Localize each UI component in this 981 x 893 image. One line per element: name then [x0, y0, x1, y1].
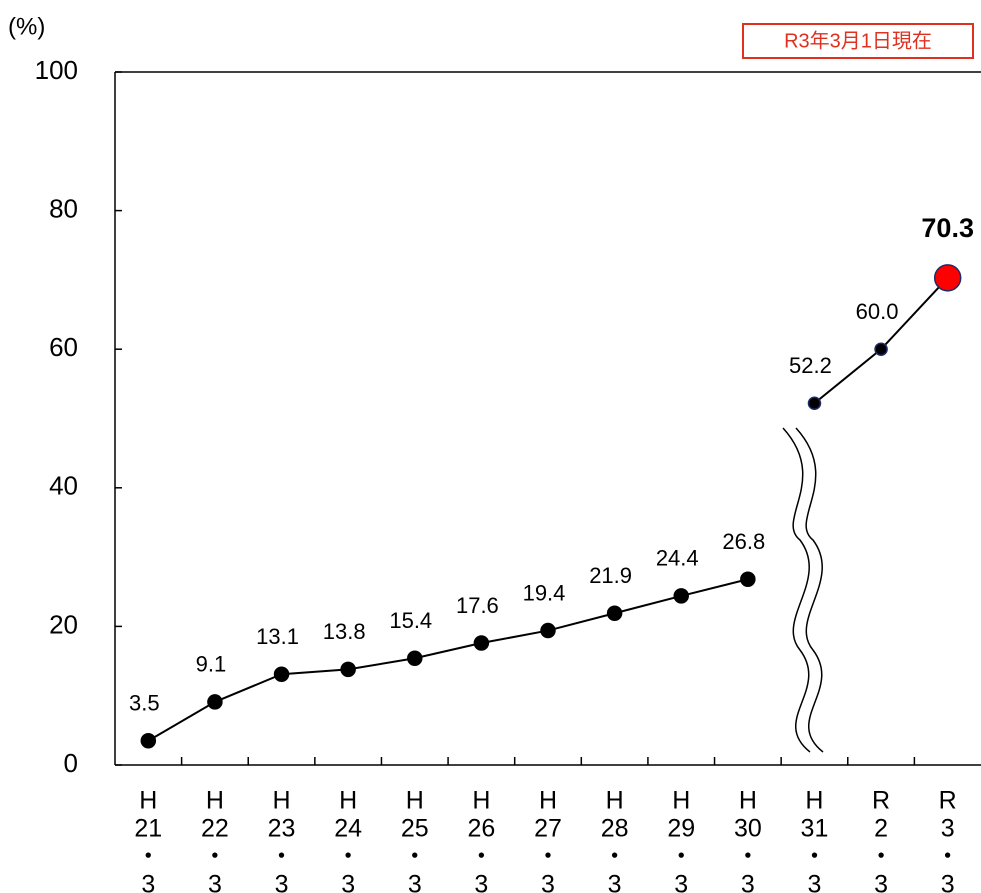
data-point [340, 661, 356, 678]
x-tick-label: H [472, 787, 490, 815]
x-tick-label: 3 [275, 871, 289, 893]
x-tick-label: 24 [334, 815, 362, 843]
data-label: 3.5 [129, 691, 160, 716]
x-tick-label: ・ [535, 843, 560, 871]
x-tick-label: H [606, 787, 624, 815]
x-tick-label: 3 [608, 871, 622, 893]
x-tick-label: H [339, 787, 357, 815]
data-label: 52.2 [789, 353, 832, 378]
data-point [807, 396, 822, 411]
x-tick-label: ・ [469, 843, 494, 871]
y-tick-label: 80 [49, 193, 78, 223]
data-point [273, 666, 290, 682]
x-tick-label: 3 [674, 871, 688, 893]
x-tick-label: 31 [801, 815, 829, 843]
x-tick-label: 29 [667, 815, 695, 843]
x-tick-label: 23 [268, 815, 296, 843]
annotation: R3年3月1日現在 [784, 29, 932, 52]
x-tick-label: 25 [401, 815, 429, 843]
axis-break [782, 427, 824, 753]
data-label: 13.1 [256, 624, 299, 649]
x-tick-label: 3 [541, 871, 555, 893]
x-tick-label: 3 [941, 871, 955, 893]
x-tick-label: 28 [601, 815, 629, 843]
data-point [874, 342, 888, 356]
x-tick-label: 26 [467, 815, 495, 843]
x-tick-label: 3 [941, 815, 955, 843]
x-tick-label: H [672, 787, 690, 815]
x-tick-label: ・ [402, 843, 427, 871]
data-point [140, 732, 157, 749]
data-point [606, 605, 623, 621]
x-tick-label: 3 [741, 871, 755, 893]
x-tick-label: H [406, 787, 424, 815]
data-point [673, 588, 689, 604]
y-tick-label: 0 [64, 748, 78, 778]
x-tick-label: ・ [269, 843, 294, 871]
data-label: 24.4 [656, 546, 699, 571]
data-label: 19.4 [523, 580, 566, 605]
x-tick-label: ・ [869, 843, 894, 871]
x-tick-label: ・ [802, 843, 827, 871]
x-tick-label: 22 [201, 815, 229, 843]
data-label: 26.8 [722, 529, 765, 554]
series-line [147, 578, 749, 742]
data-label: 70.3 [921, 213, 974, 243]
data-point [740, 571, 756, 588]
y-unit-label: (%) [8, 13, 45, 40]
data-label: 21.9 [589, 563, 632, 588]
break-line [782, 427, 811, 753]
data-label: 15.4 [389, 608, 432, 633]
x-tick-label: H [139, 787, 157, 815]
x-tick-label: 21 [134, 815, 162, 843]
data-point [207, 694, 223, 710]
x-tick-label: ・ [202, 843, 227, 871]
x-tick-label: H [805, 787, 823, 815]
data-label: 9.1 [196, 652, 227, 677]
y-tick-label: 60 [49, 332, 78, 362]
data-label: 13.8 [323, 619, 366, 644]
data-point [473, 635, 490, 651]
x-tick-label: H [206, 787, 224, 815]
x-tick-label: ・ [935, 843, 960, 871]
x-tick-label: ・ [735, 843, 760, 871]
x-tick-label: R [939, 787, 957, 815]
data-label: 60.0 [856, 299, 899, 324]
series-line [813, 277, 949, 405]
data-point [407, 650, 423, 667]
y-tick-label: 100 [35, 55, 78, 85]
break-line [795, 427, 824, 753]
x-tick-label: R [872, 787, 890, 815]
x-tick-label: H [739, 787, 757, 815]
x-tick-label: 3 [341, 871, 355, 893]
y-tick-label: 40 [49, 471, 78, 501]
annotation-box [742, 23, 974, 59]
x-tick-label: 3 [474, 871, 488, 893]
data-label: 17.6 [456, 593, 499, 618]
x-tick-label: ・ [669, 843, 694, 871]
x-tick-label: H [273, 787, 291, 815]
data-point [933, 264, 962, 292]
x-tick-label: 30 [734, 815, 762, 843]
x-tick-label: ・ [136, 843, 161, 871]
x-tick-label: ・ [336, 843, 361, 871]
x-tick-label: 3 [141, 871, 155, 893]
x-tick-label: 3 [208, 871, 222, 893]
x-tick-label: 3 [874, 871, 888, 893]
data-point [540, 622, 556, 639]
x-tick-label: H [539, 787, 557, 815]
x-tick-label: 27 [534, 815, 562, 843]
x-tick-label: 3 [408, 871, 422, 893]
y-tick-label: 20 [49, 609, 78, 639]
x-tick-label: ・ [602, 843, 627, 871]
x-tick-label: 2 [874, 815, 888, 843]
x-tick-label: 3 [808, 871, 822, 893]
